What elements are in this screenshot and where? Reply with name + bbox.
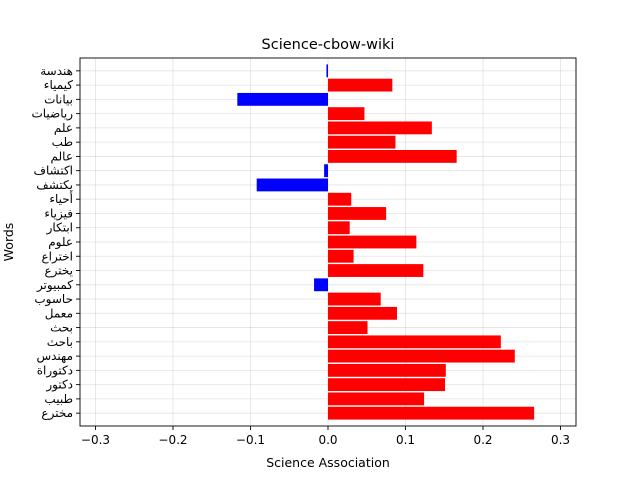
y-tick-label: طبيب [44, 392, 73, 406]
x-tick-label: 0.1 [396, 433, 415, 447]
bar [328, 249, 354, 263]
y-tick-label: مهندس [36, 349, 73, 364]
y-tick-label: كمبيوتر [36, 278, 73, 293]
y-tick-label: باحث [47, 335, 73, 349]
y-tick-label: فيزياء [44, 206, 73, 221]
y-tick-label: بحث [50, 321, 73, 335]
y-tick-label: طب [52, 135, 73, 149]
y-tick-label: معمل [45, 306, 73, 320]
bar [328, 292, 381, 306]
y-tick-label: دكتوراة [37, 363, 73, 378]
x-tick-label: 0.2 [473, 433, 492, 447]
x-tick-label: −0.1 [236, 433, 265, 447]
y-tick-label: علم [54, 121, 73, 135]
bar [328, 363, 446, 377]
y-tick-label: أحياء [49, 191, 73, 206]
bar [328, 150, 457, 163]
y-tick-label: حاسوب [34, 292, 73, 307]
y-tick-label: رياضيات [31, 107, 73, 122]
x-tick-label: −0.2 [158, 433, 187, 447]
bar [328, 349, 515, 363]
bar [328, 121, 432, 135]
bar [328, 306, 397, 320]
x-tick-label: 0.3 [551, 433, 570, 447]
bar [328, 207, 387, 220]
y-tick-label: يكتشف [36, 178, 73, 192]
bar [328, 264, 424, 277]
bar [328, 392, 425, 406]
y-tick-label: اختراع [42, 249, 74, 264]
x-tick-label: −0.3 [81, 433, 110, 447]
bar [328, 235, 417, 249]
bar [314, 278, 328, 292]
bar [256, 178, 328, 192]
x-axis-label: Science Association [266, 455, 390, 470]
y-axis-ticks: مخترعطبيبدكتوردكتوراةمهندسباحثبحثمعملحاس… [31, 64, 80, 421]
x-tick-label: 0.0 [318, 433, 337, 447]
y-tick-label: دكتور [45, 378, 73, 393]
bar [328, 406, 535, 420]
y-tick-label: مخترع [41, 406, 73, 421]
bar [328, 135, 396, 149]
y-tick-label: يخترع [45, 264, 74, 279]
bar [328, 107, 365, 121]
bar [326, 64, 328, 78]
bars [237, 64, 535, 420]
bar [328, 192, 352, 206]
y-tick-label: كيمياء [44, 78, 73, 92]
bar [328, 378, 446, 392]
y-tick-label: عالم [51, 149, 73, 163]
bar [328, 221, 350, 235]
bar [328, 321, 368, 334]
y-tick-label: ابتكار [46, 221, 73, 236]
bar [328, 335, 501, 349]
x-axis-ticks: −0.3 −0.2 −0.1 0.0 0.1 0.2 0.3 [81, 426, 570, 447]
y-tick-label: اكتشاف [34, 164, 73, 178]
chart-title: Science-cbow-wiki [262, 37, 395, 53]
bar [324, 164, 328, 178]
bar [328, 78, 393, 92]
y-axis-label: Words [1, 223, 16, 262]
bar [237, 92, 328, 106]
y-tick-label: علوم [48, 235, 73, 250]
y-tick-label: هندسة [40, 64, 73, 78]
y-tick-label: بيانات [44, 92, 73, 106]
